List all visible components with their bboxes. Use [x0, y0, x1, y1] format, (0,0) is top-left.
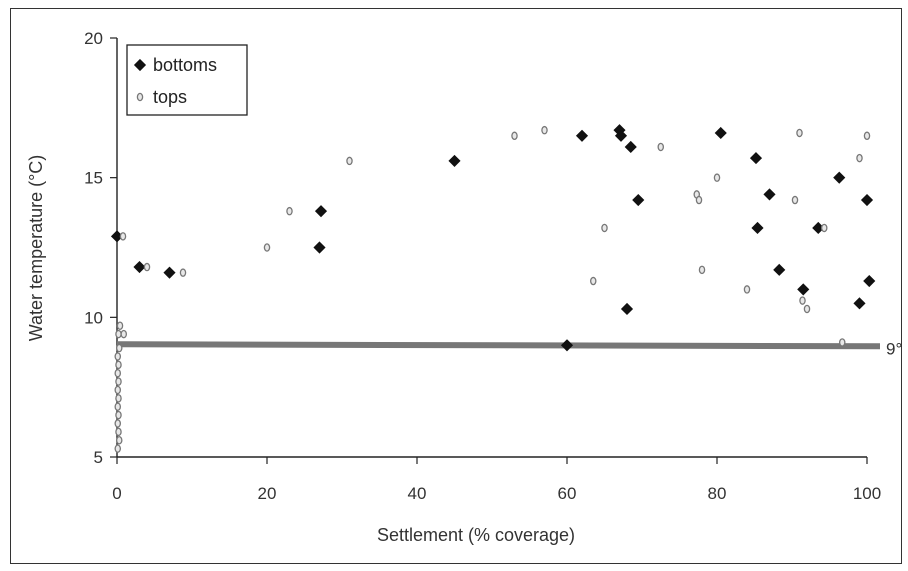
- top-point: [856, 153, 863, 163]
- top-point: [143, 262, 151, 272]
- top-point: [114, 368, 122, 378]
- top-point: [695, 195, 703, 205]
- top-point: [863, 131, 871, 141]
- top-point: [120, 329, 128, 339]
- x-tick-label: 100: [853, 484, 881, 503]
- top-point: [115, 394, 122, 403]
- bottom-point: [313, 241, 326, 254]
- bottom-point: [448, 154, 461, 167]
- legend: bottoms tops: [126, 44, 248, 116]
- top-point: [114, 419, 122, 428]
- top-point: [803, 304, 811, 314]
- bottom-point: [133, 260, 146, 274]
- top-point: [263, 243, 271, 252]
- top-point: [116, 435, 123, 445]
- top-point: [657, 142, 665, 152]
- top-point: [511, 131, 518, 141]
- x-tick-label: 40: [408, 484, 427, 503]
- bottom-point: [575, 129, 589, 142]
- bottom-point: [763, 188, 776, 201]
- top-point: [116, 321, 124, 330]
- bottom-point: [797, 283, 810, 296]
- top-point: [346, 156, 353, 166]
- threshold-line: [116, 341, 881, 350]
- legend-box: [126, 44, 248, 116]
- y-tick-label: 5: [94, 448, 103, 467]
- y-tick-label: 10: [84, 308, 103, 327]
- bottom-point: [833, 171, 846, 184]
- top-point: [115, 360, 122, 370]
- legend-marker-tops: [136, 92, 144, 102]
- bottom-point: [860, 193, 874, 207]
- top-point: [698, 265, 706, 275]
- top-point: [541, 125, 548, 135]
- top-point: [286, 206, 293, 216]
- top-point: [590, 276, 597, 286]
- x-axis-title: Settlement (% coverage): [377, 525, 575, 545]
- bottom-point: [773, 263, 786, 276]
- top-point: [114, 385, 122, 395]
- x-tick-label: 20: [258, 484, 277, 503]
- top-point: [796, 128, 803, 138]
- x-tick-label: 0: [112, 484, 121, 503]
- x-tick-label: 80: [708, 484, 727, 503]
- y-axis-title: Water temperature (°C): [26, 155, 46, 342]
- y-tick-label: 15: [84, 169, 103, 188]
- top-point: [713, 173, 721, 182]
- legend-label-bottoms: bottoms: [153, 55, 217, 75]
- bottom-point: [314, 205, 328, 218]
- bottom-point: [853, 297, 866, 310]
- bottom-point: [560, 339, 574, 352]
- top-point: [791, 195, 799, 205]
- series-tops: [114, 125, 871, 453]
- bottom-point: [624, 140, 637, 154]
- top-point: [114, 402, 122, 411]
- bottom-point: [714, 126, 727, 140]
- top-point: [114, 444, 122, 453]
- bottom-point: [632, 193, 645, 207]
- bottom-point: [614, 129, 628, 142]
- top-point: [115, 427, 122, 437]
- top-point: [179, 268, 187, 277]
- bottom-point: [620, 302, 634, 316]
- top-point: [116, 343, 123, 353]
- bottom-point: [863, 274, 876, 288]
- top-point: [821, 223, 828, 233]
- top-point: [119, 232, 127, 241]
- data-points: [110, 124, 876, 453]
- top-point: [115, 329, 122, 339]
- bottom-point: [163, 266, 176, 279]
- top-point: [839, 338, 846, 347]
- threshold-line-group: 9°: [116, 339, 902, 358]
- top-point: [115, 377, 122, 386]
- top-point: [114, 352, 122, 361]
- top-point: [743, 285, 751, 294]
- series-bottoms: [110, 124, 876, 352]
- top-point: [115, 410, 122, 420]
- bottom-point: [751, 221, 764, 235]
- tick-labels: 5 10 15 20 0 20 40 60 80 100: [84, 29, 881, 503]
- bottom-point: [749, 152, 763, 165]
- top-point: [799, 296, 806, 305]
- legend-label-tops: tops: [153, 87, 187, 107]
- y-tick-label: 20: [84, 29, 103, 48]
- x-tick-label: 60: [558, 484, 577, 503]
- top-point: [601, 223, 608, 233]
- legend-marker-bottoms: [133, 58, 147, 72]
- threshold-label: 9°: [886, 339, 902, 358]
